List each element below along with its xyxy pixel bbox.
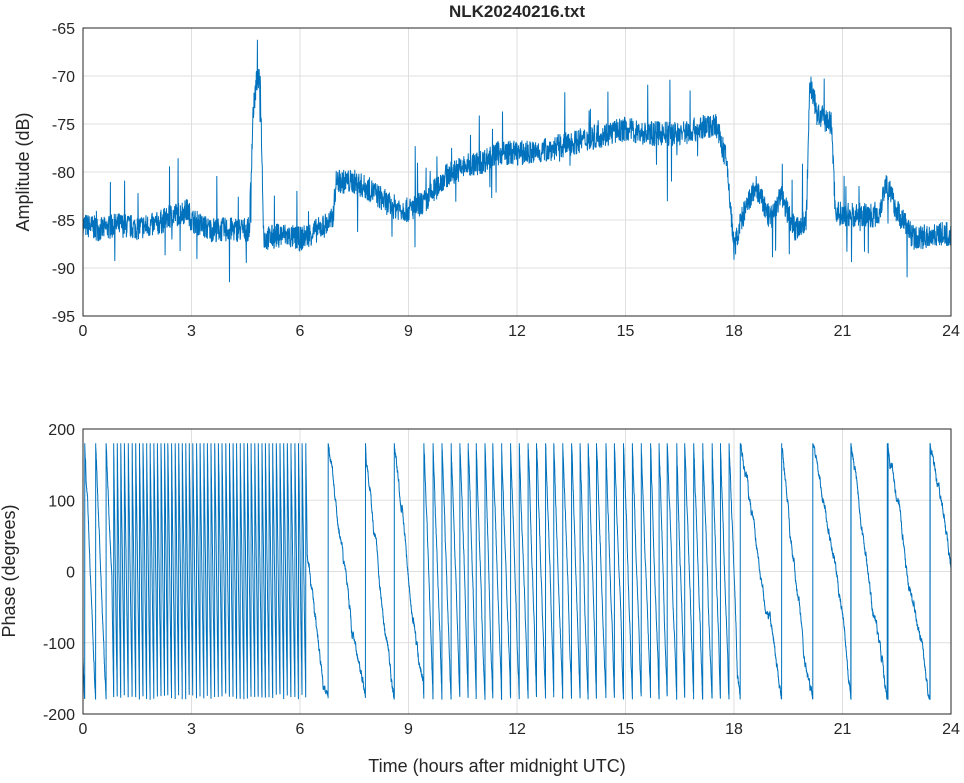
phase-x-label: Time (hours after midnight UTC)	[368, 756, 625, 776]
y-tick-label: 100	[48, 493, 75, 510]
phase-series-line	[82, 442, 952, 700]
y-tick-label: 200	[48, 422, 75, 439]
x-tick-label: 9	[404, 721, 413, 738]
axes-box	[82, 428, 952, 715]
y-tick-label: -70	[52, 69, 75, 86]
x-tick-label: 3	[187, 721, 196, 738]
x-tick-label: 0	[79, 721, 88, 738]
x-tick-label: 9	[404, 323, 413, 340]
x-tick-label: 15	[617, 721, 635, 738]
y-tick-label: -100	[43, 636, 75, 653]
x-tick-label: 0	[79, 323, 88, 340]
x-tick-label: 21	[834, 323, 852, 340]
x-tick-label: 6	[296, 721, 305, 738]
y-tick-label: -80	[52, 165, 75, 182]
y-tick-label: -90	[52, 261, 75, 278]
axes-box	[82, 27, 952, 317]
x-tick-label: 15	[617, 323, 635, 340]
x-tick-label: 18	[725, 721, 743, 738]
x-tick-label: 21	[834, 721, 852, 738]
amplitude-axes: 0 3 6 9 12 15 18 21 24 -65 -70 -75 -80 -85 -90 -95	[52, 21, 960, 340]
amplitude-y-label: Amplitude (dB)	[13, 112, 33, 231]
x-tick-label: 3	[187, 323, 196, 340]
y-tick-label: -200	[43, 707, 75, 724]
x-tick-label: 12	[508, 721, 526, 738]
x-tick-label: 18	[725, 323, 743, 340]
x-tick-label: 12	[508, 323, 526, 340]
x-tick-label: 6	[296, 323, 305, 340]
y-tick-label: -85	[52, 213, 75, 230]
phase-y-label: Phase (degrees)	[0, 504, 19, 637]
y-tick-label: -65	[52, 21, 75, 38]
y-tick-label: -75	[52, 117, 75, 134]
y-tick-label: -95	[52, 309, 75, 326]
y-tick-label: 0	[66, 565, 75, 582]
chart-title: NLK20240216.txt	[449, 2, 585, 21]
x-tick-label: 24	[942, 323, 960, 340]
phase-axes: 0 3 6 9 12 15 18 21 24 200 100 0 -100 -200	[43, 422, 960, 738]
amplitude-series-line	[82, 39, 952, 283]
x-tick-label: 24	[942, 721, 960, 738]
